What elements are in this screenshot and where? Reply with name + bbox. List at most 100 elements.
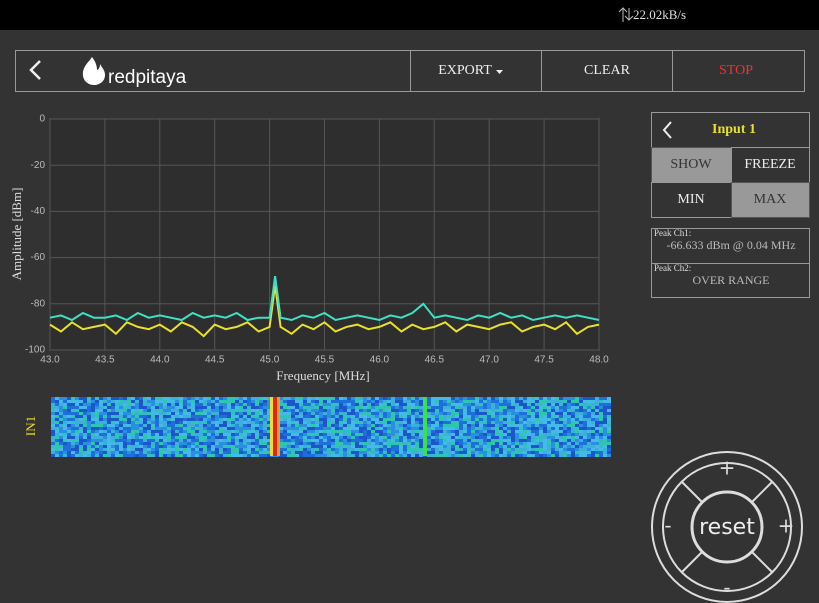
waterfall-cell [463,451,467,454]
waterfall-cell [107,409,111,412]
waterfall-cell [219,400,223,403]
waterfall-cell [415,427,419,430]
waterfall-cell [87,442,91,445]
waterfall-cell [499,427,503,430]
waterfall-cell [535,409,539,412]
waterfall-cell [523,424,527,427]
waterfall-cell [359,454,363,457]
waterfall-cell [447,412,451,415]
waterfall-cell [135,427,139,430]
waterfall-cell [247,406,251,409]
waterfall-cell [527,409,531,412]
waterfall-cell [291,433,295,436]
waterfall-cell [483,427,487,430]
waterfall-cell [79,418,83,421]
waterfall-cell [483,421,487,424]
clear-button[interactable]: CLEAR [584,63,631,78]
waterfall-cell [467,400,471,403]
waterfall-cell [259,409,263,412]
waterfall-cell [475,424,479,427]
waterfall-cell [523,403,527,406]
waterfall-cell [455,436,459,439]
waterfall-cell [75,421,79,424]
waterfall-cell [339,454,343,457]
inner-ring [662,462,792,592]
waterfall-cell [107,418,111,421]
waterfall-cell [91,445,95,448]
waterfall-cell [235,427,239,430]
waterfall-cell [163,397,167,400]
waterfall-cell [503,445,507,448]
waterfall-cell [523,421,527,424]
waterfall-cell [383,415,387,418]
panel-back[interactable] [662,121,672,139]
waterfall-cell [75,454,79,457]
waterfall-cell [315,400,319,403]
waterfall-cell [431,421,435,424]
waterfall-cell [287,415,291,418]
waterfall-cell [115,442,119,445]
waterfall-cell [343,433,347,436]
waterfall-cell [59,400,63,403]
waterfall-cell [447,400,451,403]
back-button[interactable] [29,60,41,80]
waterfall-cell [263,397,267,400]
waterfall-cell [523,442,527,445]
waterfall-cell [135,451,139,454]
waterfall-cell [531,427,535,430]
zoom-up[interactable]: + [719,456,736,480]
waterfall-cell [547,418,551,421]
waterfall-cell [479,448,483,451]
waterfall-cell [467,427,471,430]
waterfall-cell [91,439,95,442]
waterfall-cell [339,421,343,424]
max-button[interactable] [731,182,810,218]
waterfall-cell [255,418,259,421]
waterfall-cell [339,445,343,448]
outer-ring[interactable] [651,451,803,603]
waterfall-cell [579,409,583,412]
waterfall-cell [323,436,327,439]
waterfall-cell [463,436,467,439]
waterfall-cell [531,412,535,415]
waterfall-cell [55,397,59,400]
waterfall-cell [51,406,55,409]
reset-button[interactable] [690,490,764,564]
waterfall-cell [127,454,131,457]
waterfall-cell [355,454,359,457]
waterfall-cell [395,397,399,400]
waterfall-cell [267,412,271,415]
waterfall-cell [539,406,543,409]
waterfall-cell [467,442,471,445]
export-button[interactable]: EXPORT [438,63,492,78]
waterfall-cell [587,412,591,415]
waterfall-cell [491,439,495,442]
waterfall-cell [583,442,587,445]
waterfall-cell [487,442,491,445]
waterfall-cell [563,400,567,403]
waterfall-cell [579,406,583,409]
waterfall-cell [535,454,539,457]
zoom-right[interactable]: + [778,514,795,538]
waterfall-cell [243,415,247,418]
waterfall-cell [63,397,67,400]
waterfall-cell [395,421,399,424]
waterfall-cell [159,454,163,457]
stop-button[interactable]: STOP [719,63,753,78]
waterfall-cell [455,421,459,424]
zoom-down[interactable]: - [723,576,730,600]
waterfall-cell [519,400,523,403]
waterfall-cell [363,433,367,436]
waterfall-cell [75,418,79,421]
waterfall-cell [379,415,383,418]
zoom-left[interactable]: - [664,514,671,538]
waterfall-cell [503,448,507,451]
waterfall-cell [555,436,559,439]
waterfall-cell [231,442,235,445]
waterfall-cell [323,427,327,430]
waterfall-cell [323,451,327,454]
waterfall-cell [379,397,383,400]
waterfall-cell [559,400,563,403]
logo[interactable]: redpitaya [82,57,187,88]
waterfall-cell [411,445,415,448]
